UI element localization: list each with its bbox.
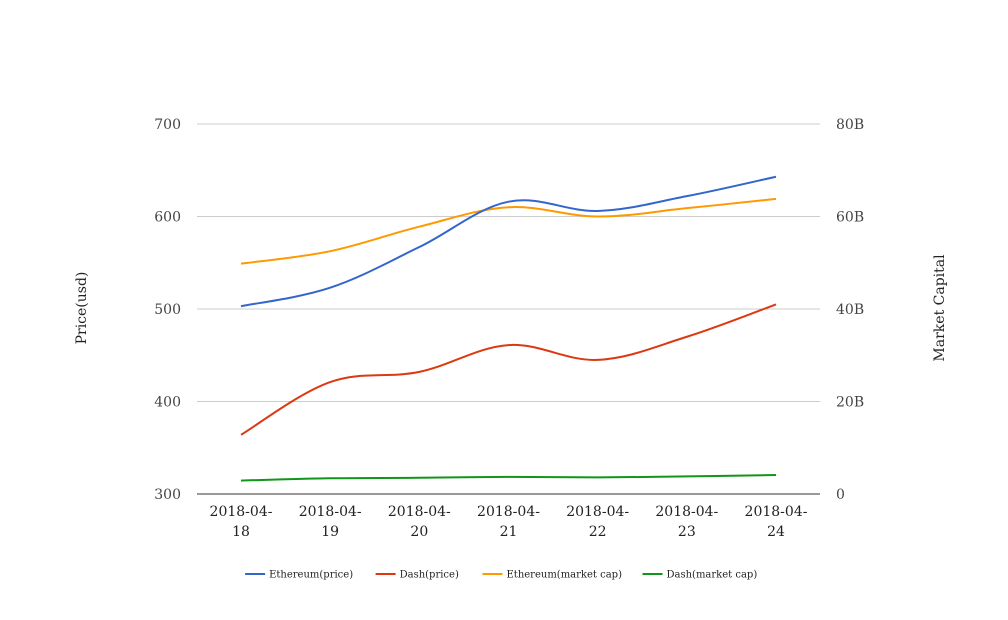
y-tick-label-left: 600 xyxy=(154,210,181,226)
series-lines xyxy=(240,175,777,482)
y-tick-label-right: 0 xyxy=(836,487,845,503)
y-tick-label-left: 300 xyxy=(154,487,181,503)
y-tick-label-right: 80B xyxy=(836,117,864,133)
series-line-dash-market-cap xyxy=(240,474,777,482)
y-tick-label-left: 500 xyxy=(154,302,181,318)
gridlines xyxy=(197,123,820,402)
legend-label-ethereum-price: Ethereum(price) xyxy=(269,570,353,581)
y-tick-label-right: 40B xyxy=(836,302,864,318)
y-tick-label-left: 400 xyxy=(154,395,181,411)
y-axis-title-left: Price(usd) xyxy=(74,272,90,345)
y-tick-label-right: 20B xyxy=(836,395,864,411)
legend-label-ethereum-market-cap: Ethereum(market cap) xyxy=(507,570,623,581)
series-line-dash-price xyxy=(240,303,777,436)
axis-labels: Price(usd) Market Capital xyxy=(74,254,948,362)
y-axis-title-right: Market Capital xyxy=(932,254,948,362)
legend: Ethereum(price) Dash(price) Ethereum(marke… xyxy=(245,570,757,581)
legend-label-dash-market-cap: Dash(market cap) xyxy=(667,570,758,581)
x-tick-label: 2018-04-24 xyxy=(745,504,808,540)
x-tick-label: 2018-04-19 xyxy=(299,504,362,540)
series-line-ethereum-market-cap xyxy=(240,197,777,265)
x-tick-label: 2018-04-22 xyxy=(566,504,629,540)
y-tick-label-left: 700 xyxy=(154,117,181,133)
axes: 300 0 400 20B 500 40B 600 60B 700 80B 2018-04-18 20… xyxy=(154,117,864,540)
series-line-ethereum-price xyxy=(240,175,777,308)
x-tick-label: 2018-04-18 xyxy=(210,504,273,540)
legend-label-dash-price: Dash(price) xyxy=(400,570,459,581)
y-tick-label-right: 60B xyxy=(836,210,864,226)
x-tick-label: 2018-04-20 xyxy=(388,504,451,540)
x-tick-label: 2018-04-23 xyxy=(655,504,718,540)
x-tick-label: 2018-04-21 xyxy=(477,504,540,540)
